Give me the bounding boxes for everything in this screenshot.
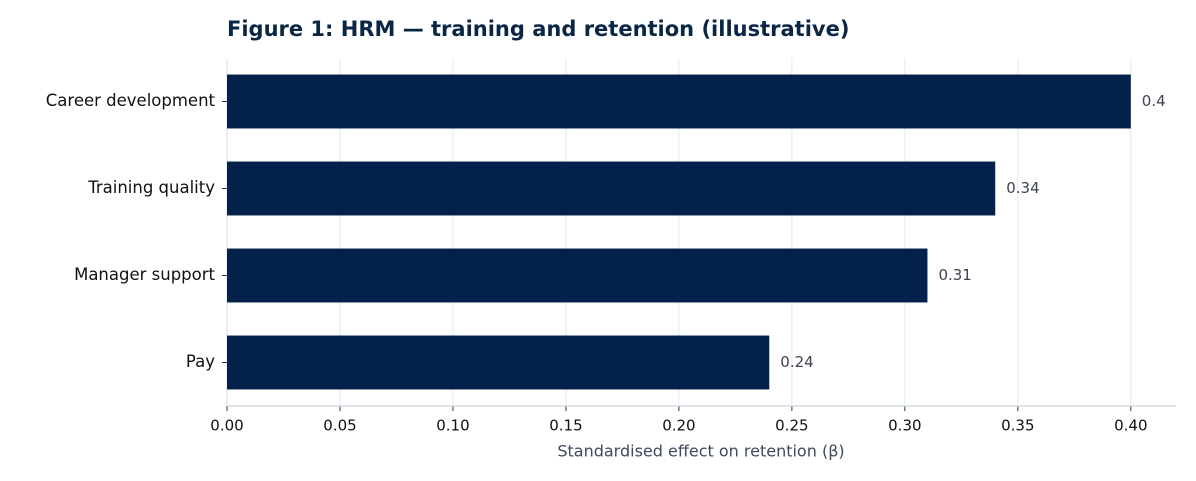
bar <box>227 161 996 216</box>
data-label: 0.34 <box>1006 179 1039 197</box>
y-tick-label: Manager support <box>74 265 215 284</box>
x-axis-label: Standardised effect on retention (β) <box>557 442 844 461</box>
data-label: 0.4 <box>1142 92 1166 110</box>
y-tick-label: Career development <box>46 91 216 110</box>
x-tick-label: 0.30 <box>888 417 921 435</box>
x-tick-label: 0.05 <box>323 417 356 435</box>
x-tick-label: 0.20 <box>662 417 695 435</box>
x-tick-label: 0.10 <box>436 417 469 435</box>
x-tick-label: 0.15 <box>549 417 582 435</box>
bar <box>227 335 770 390</box>
x-tick-label: 0.25 <box>775 417 808 435</box>
data-label: 0.31 <box>938 266 971 284</box>
bar <box>227 248 928 303</box>
y-tick-label: Training quality <box>87 178 215 197</box>
x-tick-label: 0.00 <box>210 417 243 435</box>
chart-title: Figure 1: HRM — training and retention (… <box>227 17 849 41</box>
x-tick-label: 0.35 <box>1001 417 1034 435</box>
y-tick-label: Pay <box>186 352 215 371</box>
bar <box>227 74 1131 129</box>
data-label: 0.24 <box>780 353 813 371</box>
x-tick-label: 0.40 <box>1114 417 1147 435</box>
